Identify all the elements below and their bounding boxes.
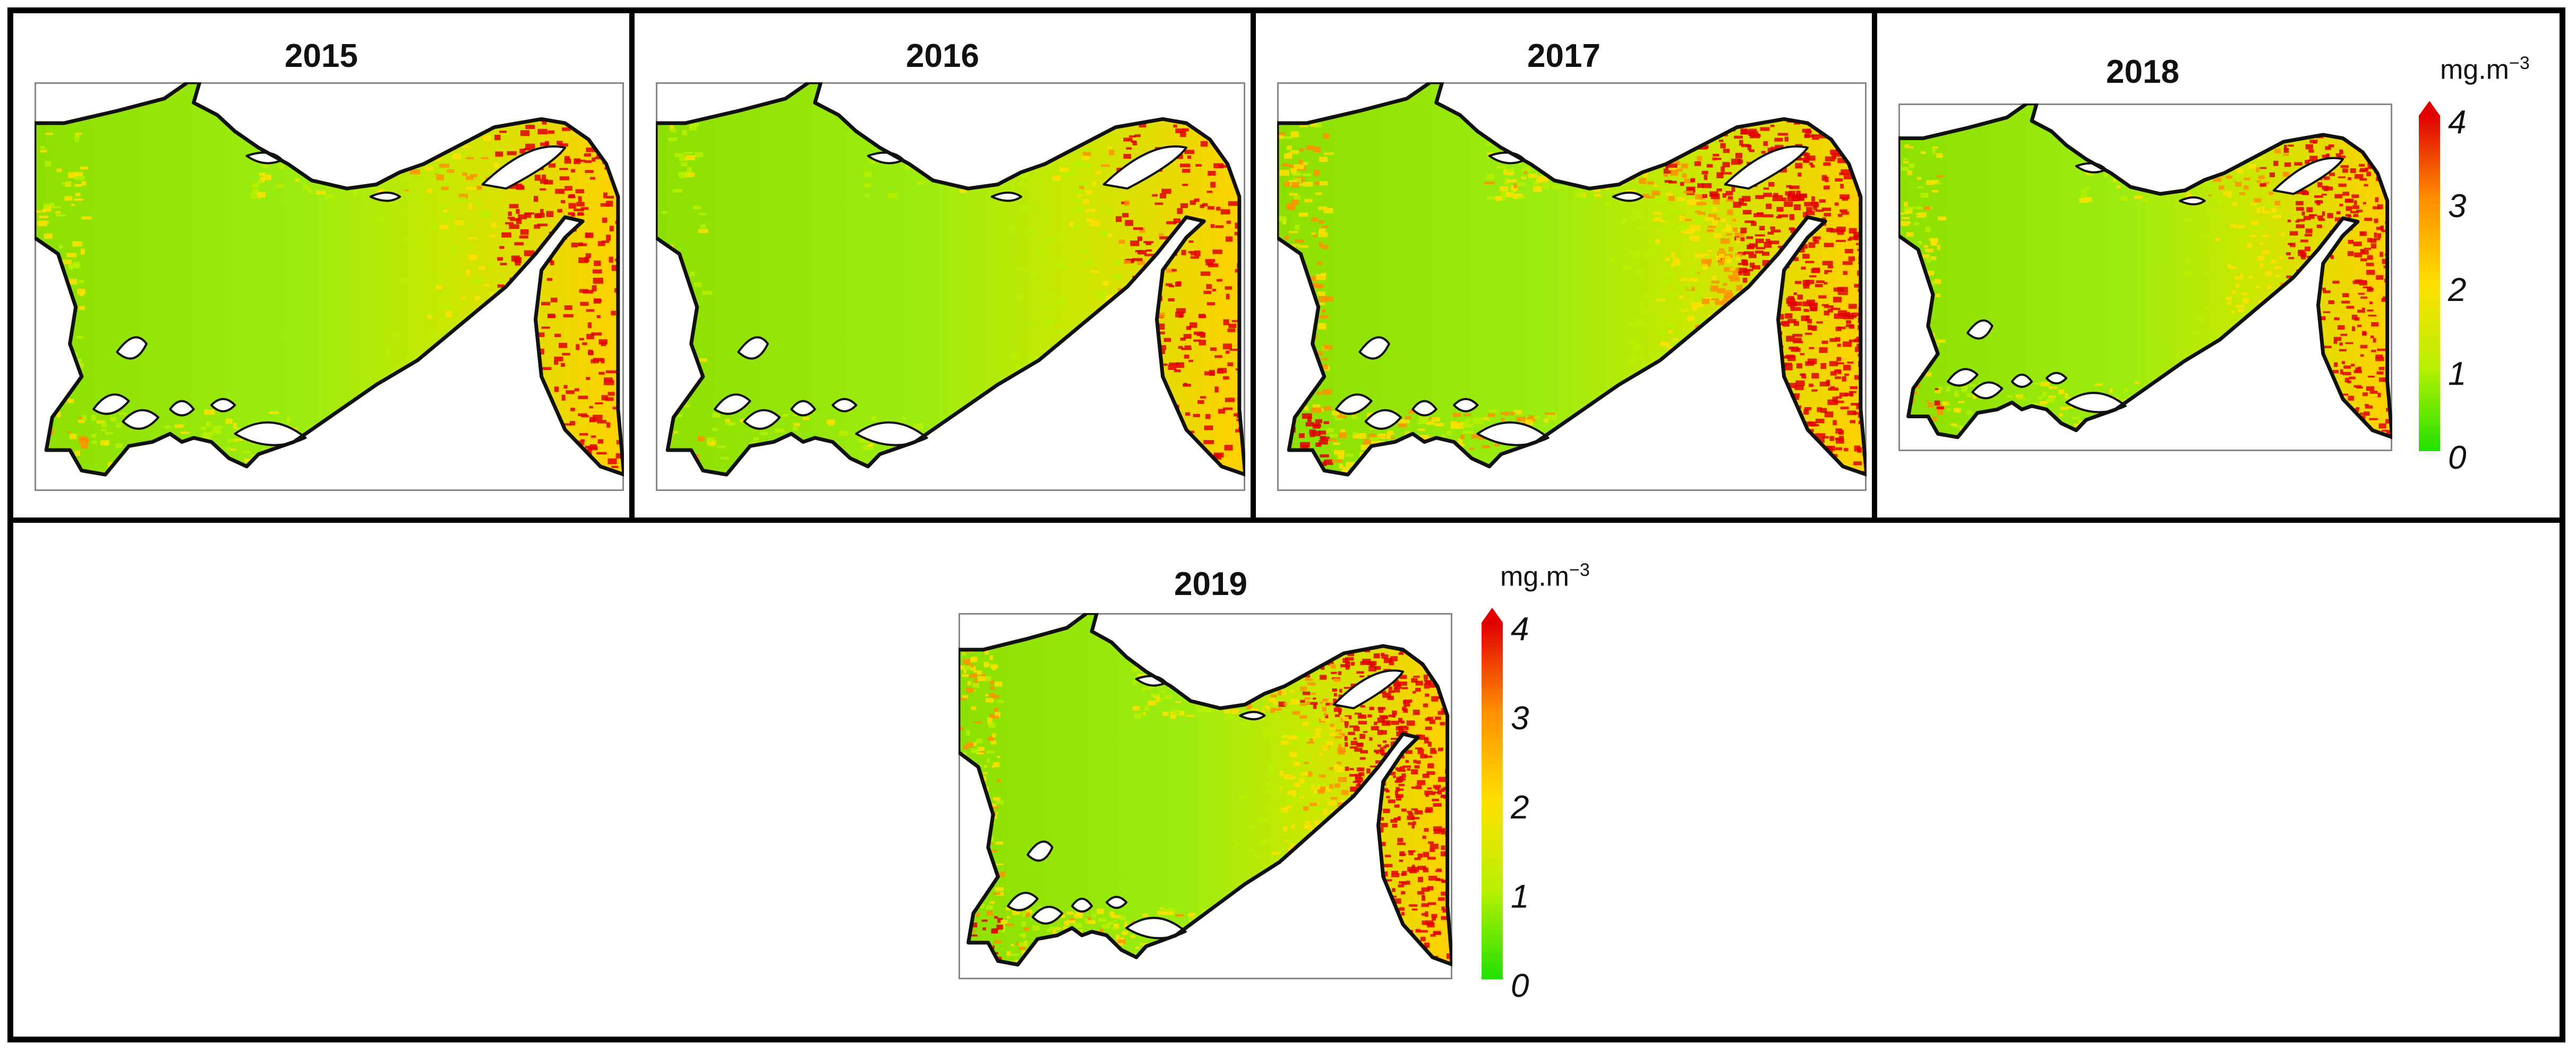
- panel-2018: 2018 mg.m−3 4 3 2 1 0: [1875, 11, 2562, 520]
- colorbar-tick: 3: [1511, 700, 1529, 737]
- colorbar-tick: 4: [1511, 611, 1529, 648]
- colorbar-tick: 4: [2448, 104, 2467, 141]
- colorbar-unit: mg.m−3: [2440, 53, 2530, 85]
- colorbar-tick: 0: [1511, 968, 1529, 1004]
- colorbar-tick: 1: [2448, 356, 2467, 392]
- chlorophyll-map: [1277, 82, 1867, 491]
- figure-frame: 2015 2016 2017 2018 mg.m−3 4 3 2 1 0 201…: [7, 7, 2565, 1042]
- panel-2016: 2016: [632, 11, 1253, 520]
- panel-title: 2017: [1527, 38, 1601, 74]
- colorbar-tick: 3: [2448, 188, 2467, 225]
- colorbar: [2419, 101, 2440, 451]
- panel-title: 2016: [906, 38, 979, 74]
- panel-2017: 2017: [1253, 11, 1875, 520]
- panel-title: 2018: [2106, 54, 2179, 90]
- colorbar: [1482, 608, 1503, 979]
- colorbar-tick: 2: [1511, 789, 1529, 826]
- chlorophyll-map: [656, 82, 1245, 491]
- panel-title: 2019: [1174, 566, 1247, 602]
- colorbar-tick: 2: [2448, 272, 2467, 308]
- chlorophyll-map: [1898, 104, 2392, 451]
- panel-2019: 2019 mg.m−3 4 3 2 1 0: [11, 520, 2562, 1039]
- chlorophyll-map: [35, 82, 624, 491]
- chlorophyll-map: [958, 613, 1452, 979]
- colorbar-unit: mg.m−3: [1500, 560, 1590, 592]
- panel-title: 2015: [285, 38, 358, 74]
- colorbar-tick: 1: [1511, 878, 1529, 915]
- panel-2015: 2015: [11, 11, 632, 520]
- colorbar-tick: 0: [2448, 439, 2467, 476]
